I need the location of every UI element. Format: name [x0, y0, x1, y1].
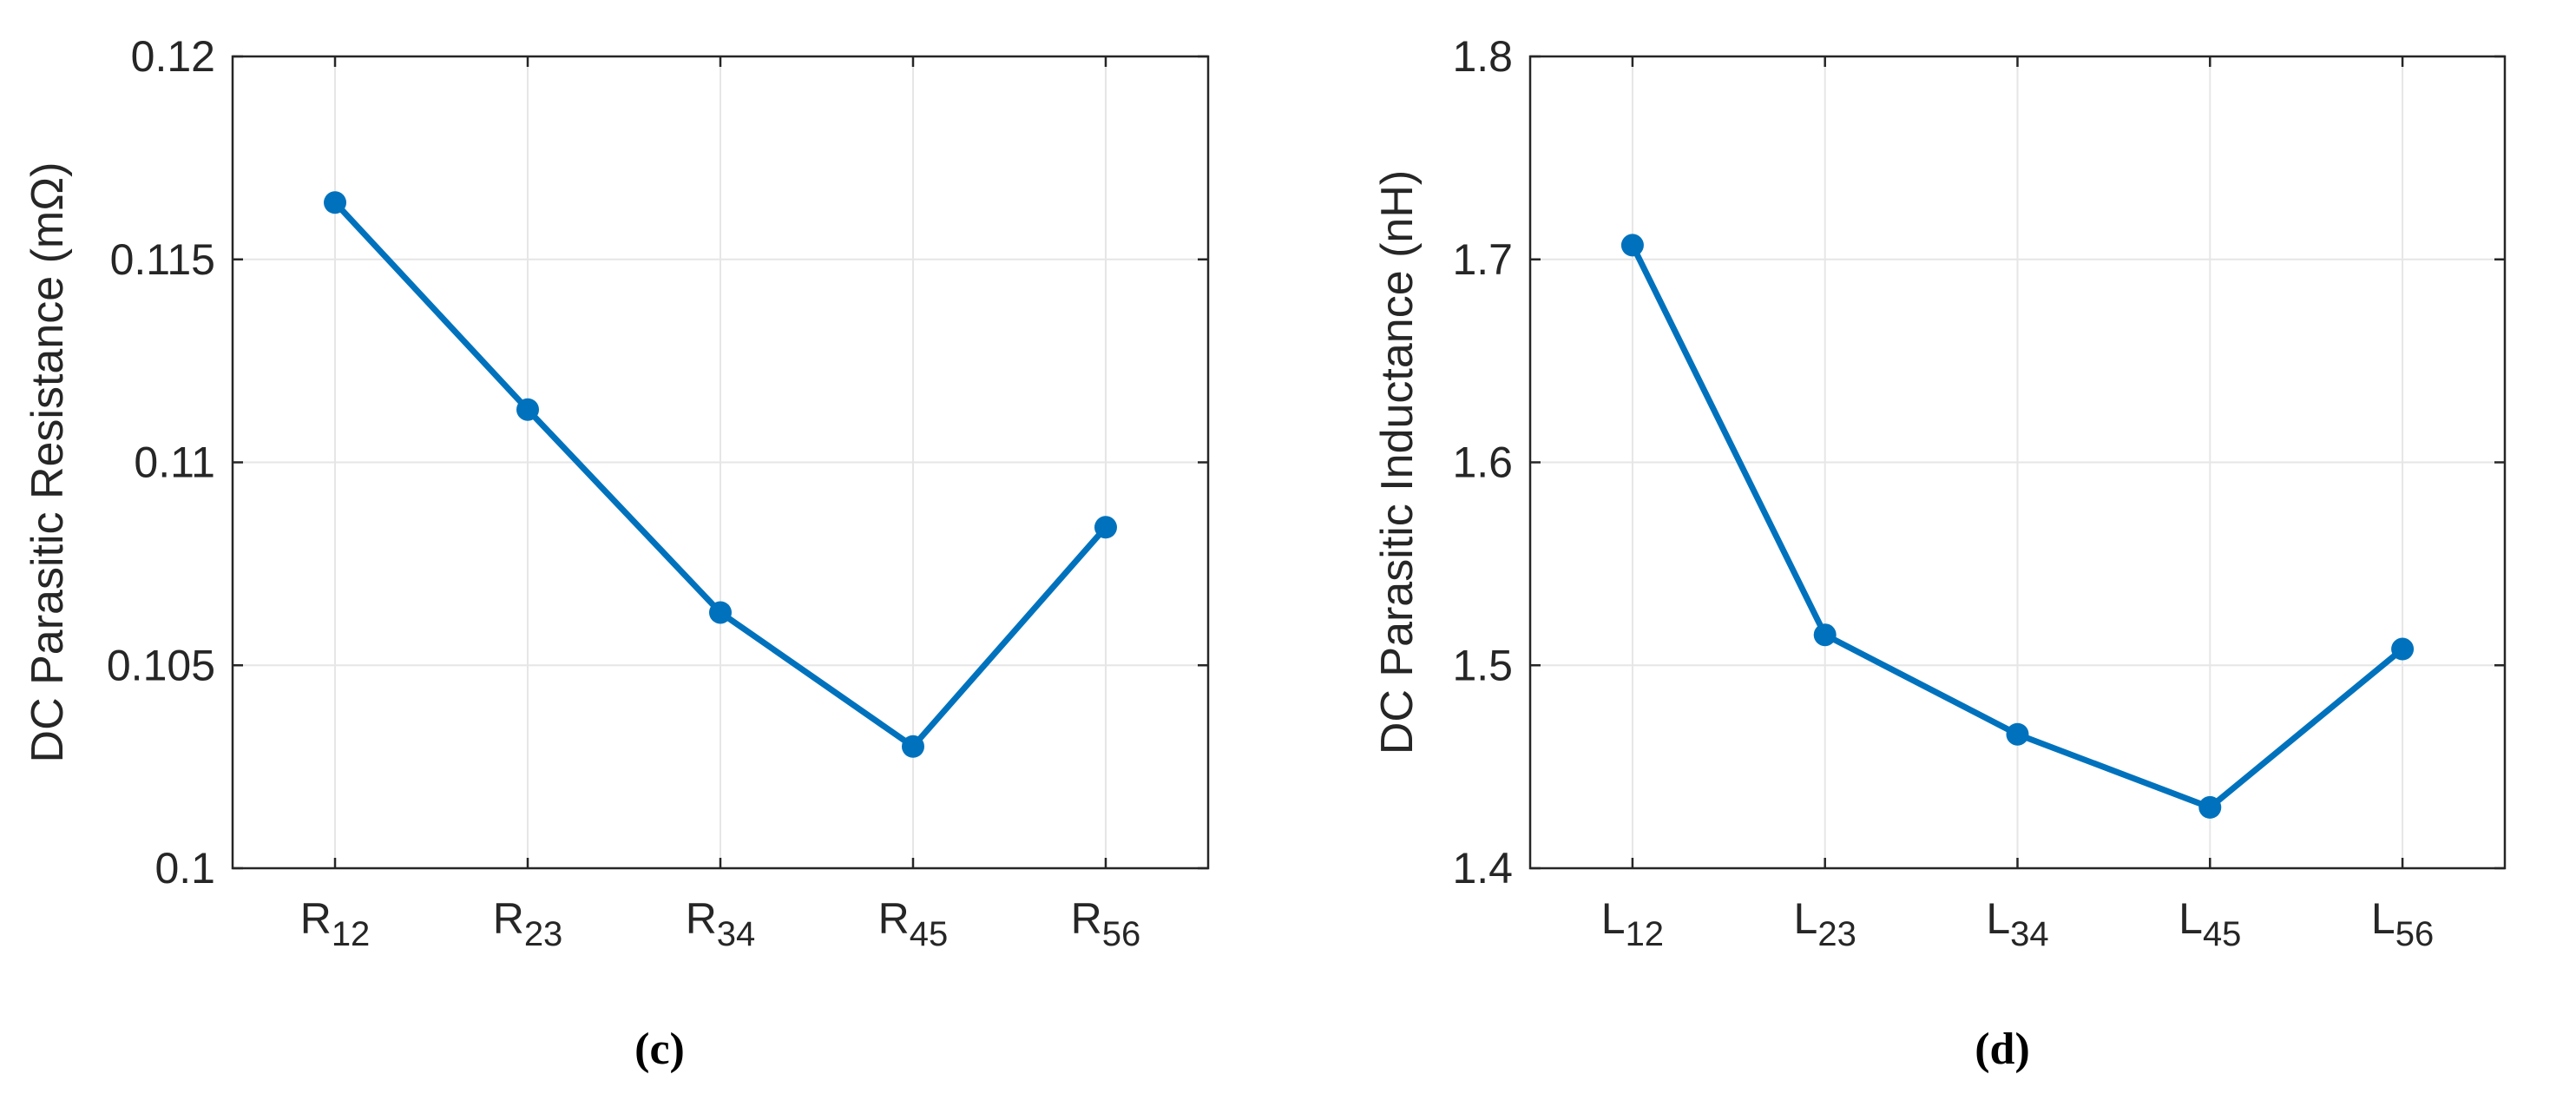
- chart-1-y-tick-label-3: 1.7: [1452, 235, 1513, 284]
- chart-0-x-tick-label-0: R12: [300, 894, 371, 953]
- chart-0-y-axis-label: DC Parasitic Resistance (mΩ): [23, 162, 73, 763]
- chart-0-y-tick-label-2: 0.11: [134, 438, 215, 487]
- chart-0-data-point-1: [516, 398, 540, 421]
- chart-0-x-tick-label-2: R34: [686, 894, 756, 953]
- chart-0-x-tick-label-4: R56: [1071, 894, 1141, 953]
- chart-1-y-tick-label-4: 1.8: [1452, 32, 1513, 81]
- chart-0-data-point-4: [1094, 516, 1117, 539]
- chart-1-x-tick-label-1: L23: [1794, 894, 1856, 953]
- chart-1-x-tick-label-4: L56: [2371, 894, 2434, 953]
- chart-1-y-tick-label-0: 1.4: [1452, 844, 1513, 893]
- chart-0-data-point-2: [709, 601, 732, 624]
- panel-c-resistance-chart: 0.1 0.105 0.11 0.115 0.12 R12 R23 R34 R45 R56 DC P…: [23, 32, 1210, 1074]
- chart-0-y-tick-label-1: 0.105: [107, 641, 215, 689]
- chart-1-data-point-0: [1620, 234, 1644, 257]
- chart-1-x-tick-label-0: L12: [1601, 894, 1664, 953]
- chart-1-data-point-3: [2198, 795, 2222, 819]
- panel-d-inductance-chart: 1.4 1.5 1.6 1.7 1.8 L12 L23 L34 L45 L56 DC Parasit…: [1372, 32, 2507, 1074]
- chart-1-x-tick-label-3: L45: [2178, 894, 2241, 953]
- chart-1-x-tick-label-2: L34: [1986, 894, 2048, 953]
- chart-1-y-tick-label-1: 1.5: [1452, 641, 1513, 689]
- chart-0-data-point-3: [901, 735, 924, 758]
- chart-1-y-tick-label-2: 1.6: [1452, 438, 1513, 487]
- chart-1-data-point-4: [2391, 637, 2415, 661]
- chart-1-data-point-1: [1813, 623, 1837, 647]
- chart-0-x-tick-label-3: R45: [878, 894, 949, 953]
- chart-0-x-tick-label-1: R23: [493, 894, 563, 953]
- chart-1-y-axis-label: DC Parasitic Inductance (nH): [1372, 170, 1423, 754]
- chart-1-panel-caption: (d): [1975, 1025, 2030, 1074]
- chart-1-data-point-2: [2006, 722, 2029, 746]
- chart-0-y-tick-label-3: 0.115: [110, 235, 215, 284]
- chart-0-y-tick-label-0: 0.1: [154, 844, 215, 893]
- chart-0-data-point-0: [324, 191, 347, 214]
- chart-0-panel-caption: (c): [634, 1025, 685, 1074]
- chart-0-y-tick-label-4: 0.12: [131, 32, 215, 81]
